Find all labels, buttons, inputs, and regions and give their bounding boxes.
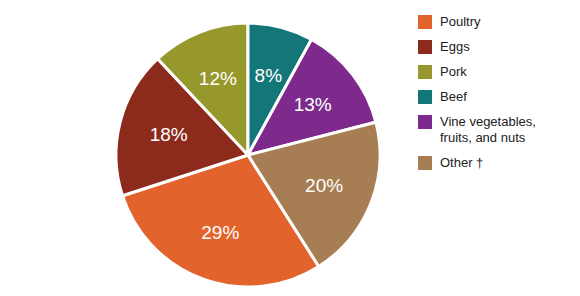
html-text:Beef: Beef xyxy=(440,89,467,104)
html-text:Other †: Other † xyxy=(440,155,484,170)
html-text:Pork: Pork xyxy=(440,64,467,79)
html-text:Eggs: Eggs xyxy=(440,39,470,54)
svg-text:18%: 18% xyxy=(150,124,188,145)
svg-text:13%: 13% xyxy=(294,94,332,115)
svg-text:8%: 8% xyxy=(255,65,283,86)
svg-text:12%: 12% xyxy=(199,68,237,89)
html-text:Poultry: Poultry xyxy=(440,14,481,29)
svg-text:20%: 20% xyxy=(305,175,343,196)
html-text:Vine vegetables, fruits, and n: Vine vegetables, fruits, and nuts xyxy=(440,114,536,145)
svg-text:29%: 29% xyxy=(201,222,239,243)
